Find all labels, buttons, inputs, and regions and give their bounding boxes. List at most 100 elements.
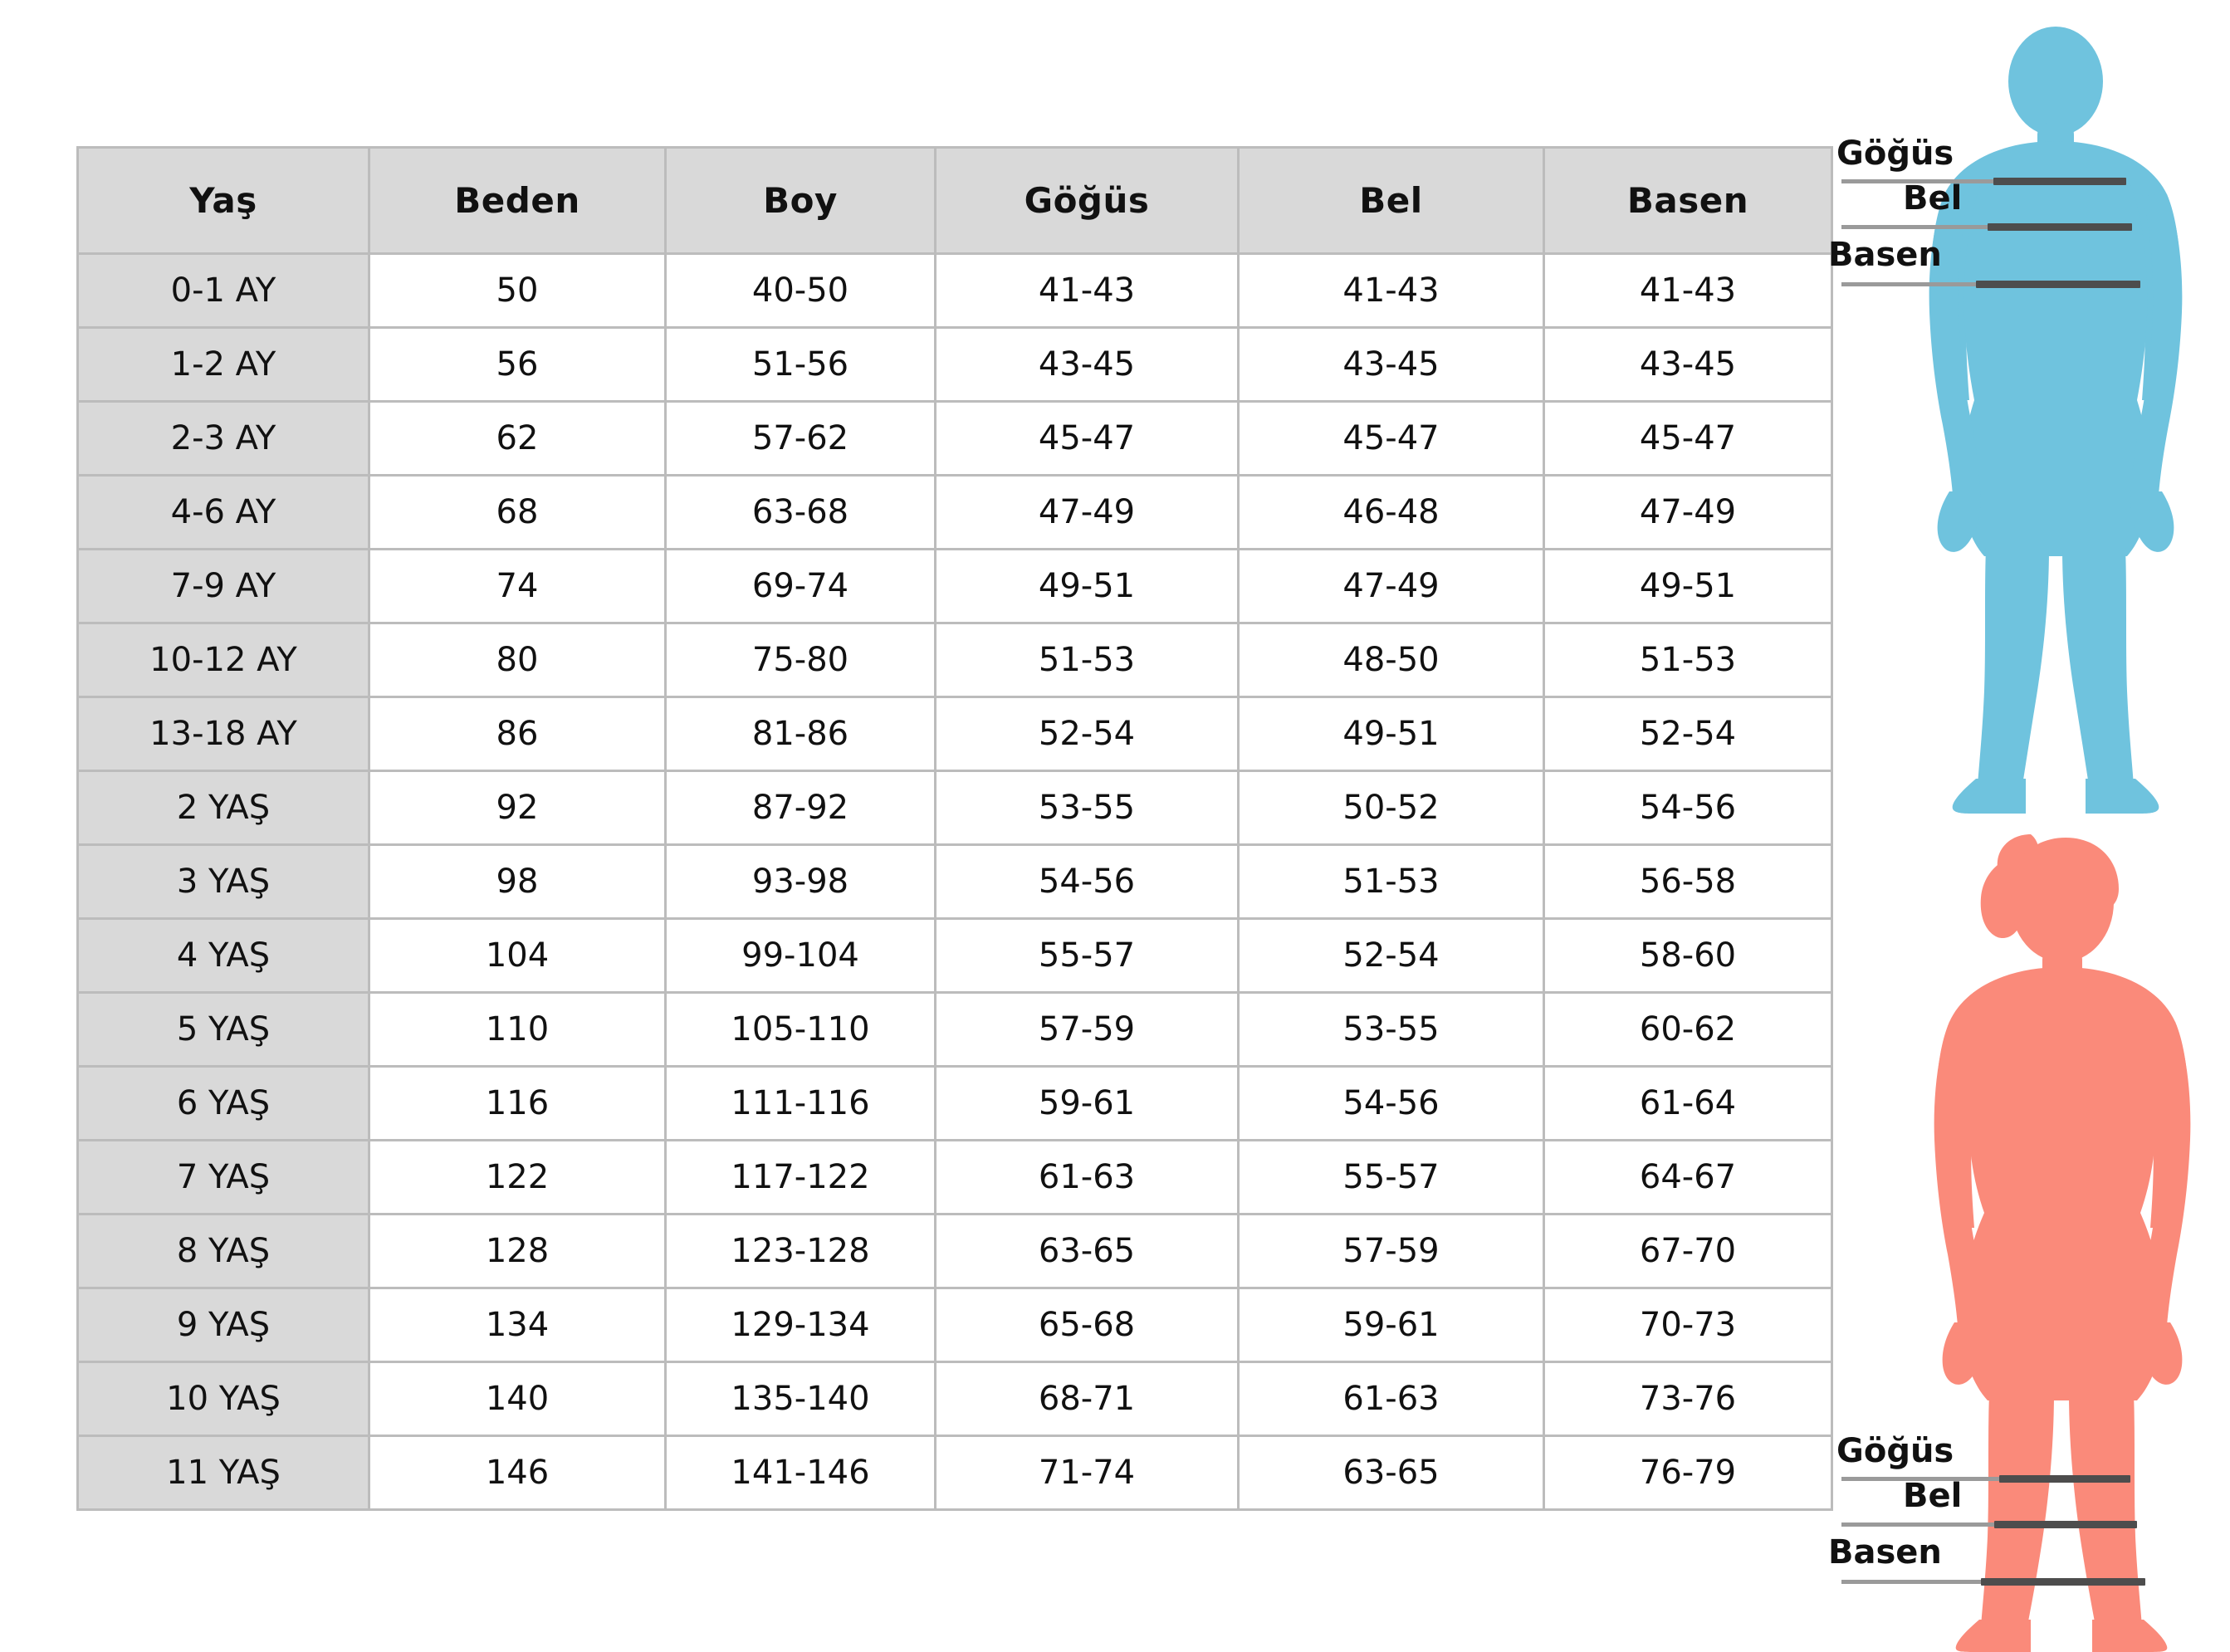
cell-bel: 47-49 [1237,548,1545,624]
cell-boy: 57-62 [664,400,937,477]
cell-bel: 43-45 [1237,326,1545,403]
label-gogus-pink: Göğüs [1836,1432,1954,1470]
cell-beden: 134 [368,1287,667,1363]
table-row: 10-12 AY 80 75-80 51-53 48-50 51-53 [76,622,1833,698]
cell-gogus: 47-49 [934,474,1240,550]
cell-bel: 50-52 [1237,770,1545,846]
child-silhouette-blue-graphic [1929,27,2183,814]
child-silhouette-blue: Göğüs Bel Basen [1823,17,2230,814]
label-basen-pink: Basen [1828,1533,1942,1571]
cell-gogus: 45-47 [934,400,1240,477]
cell-basen: 52-54 [1543,696,1833,772]
cell-bel: 55-57 [1237,1139,1545,1215]
cell-beden: 80 [368,622,667,698]
cell-boy: 93-98 [664,843,937,920]
cell-basen: 60-62 [1543,991,1833,1068]
column-header-basen: Basen [1543,146,1833,255]
cell-yas: 10-12 AY [76,622,370,698]
cell-bel: 61-63 [1237,1361,1545,1437]
cell-bel: 54-56 [1237,1065,1545,1141]
table-body: 0-1 AY 50 40-50 41-43 41-43 41-43 1-2 AY 56 51-5… [76,252,1833,1511]
table-row: 6 YAŞ 116 111-116 59-61 54-56 61-64 [76,1065,1833,1141]
label-bel-pink: Bel [1903,1477,1963,1515]
cell-boy: 129-134 [664,1287,937,1363]
cell-yas: 3 YAŞ [76,843,370,920]
leader-line-bel-pink [1841,1522,2112,1527]
measure-line-bel-pink [1994,1521,2137,1528]
cell-beden: 140 [368,1361,667,1437]
column-header-gogus: Göğüs [934,146,1240,255]
size-chart-table-container: Yaş Beden Boy Göğüs Bel Basen 0-1 AY 50 40… [76,146,1833,1511]
measure-line-gogus-blue [1993,178,2126,185]
table-header-row: Yaş Beden Boy Göğüs Bel Basen [76,146,1833,255]
child-silhouette-pink-graphic [1934,834,2191,1652]
cell-yas: 11 YAŞ [76,1435,370,1511]
leader-line-bel-blue [1841,225,2112,229]
column-header-boy: Boy [664,146,937,255]
cell-bel: 48-50 [1237,622,1545,698]
cell-basen: 64-67 [1543,1139,1833,1215]
cell-basen: 56-58 [1543,843,1833,920]
column-header-beden: Beden [368,146,667,255]
table-row: 7-9 AY 74 69-74 49-51 47-49 49-51 [76,548,1833,624]
table-row: 4 YAŞ 104 99-104 55-57 52-54 58-60 [76,917,1833,994]
cell-boy: 99-104 [664,917,937,994]
cell-yas: 7-9 AY [76,548,370,624]
cell-boy: 69-74 [664,548,937,624]
cell-gogus: 55-57 [934,917,1240,994]
cell-basen: 76-79 [1543,1435,1833,1511]
cell-beden: 122 [368,1139,667,1215]
cell-yas: 5 YAŞ [76,991,370,1068]
cell-boy: 123-128 [664,1213,937,1289]
cell-gogus: 61-63 [934,1139,1240,1215]
cell-beden: 110 [368,991,667,1068]
cell-gogus: 65-68 [934,1287,1240,1363]
cell-beden: 104 [368,917,667,994]
cell-boy: 81-86 [664,696,937,772]
cell-yas: 7 YAŞ [76,1139,370,1215]
cell-boy: 117-122 [664,1139,937,1215]
cell-basen: 47-49 [1543,474,1833,550]
table-row: 2 YAŞ 92 87-92 53-55 50-52 54-56 [76,770,1833,846]
cell-bel: 51-53 [1237,843,1545,920]
table-row: 4-6 AY 68 63-68 47-49 46-48 47-49 [76,474,1833,550]
table-row: 10 YAŞ 140 135-140 68-71 61-63 73-76 [76,1361,1833,1437]
table-row: 11 YAŞ 146 141-146 71-74 63-65 76-79 [76,1435,1833,1511]
label-gogus-blue: Göğüs [1836,134,1954,173]
cell-boy: 105-110 [664,991,937,1068]
cell-bel: 63-65 [1237,1435,1545,1511]
cell-basen: 54-56 [1543,770,1833,846]
cell-boy: 75-80 [664,622,937,698]
leader-line-basen-pink [1841,1580,2112,1584]
cell-beden: 68 [368,474,667,550]
label-basen-blue: Basen [1828,236,1942,274]
cell-bel: 41-43 [1237,252,1545,329]
child-silhouette-pink: Göğüs Bel Basen [1823,801,2230,1652]
table-row: 7 YAŞ 122 117-122 61-63 55-57 64-67 [76,1139,1833,1215]
cell-gogus: 57-59 [934,991,1240,1068]
cell-yas: 6 YAŞ [76,1065,370,1141]
cell-basen: 70-73 [1543,1287,1833,1363]
cell-gogus: 68-71 [934,1361,1240,1437]
cell-yas: 2 YAŞ [76,770,370,846]
measure-line-basen-blue [1976,281,2140,288]
cell-yas: 9 YAŞ [76,1287,370,1363]
leader-line-gogus-blue [1841,179,2112,183]
cell-basen: 58-60 [1543,917,1833,994]
cell-gogus: 59-61 [934,1065,1240,1141]
cell-gogus: 49-51 [934,548,1240,624]
cell-gogus: 52-54 [934,696,1240,772]
table-row: 5 YAŞ 110 105-110 57-59 53-55 60-62 [76,991,1833,1068]
cell-boy: 141-146 [664,1435,937,1511]
cell-basen: 51-53 [1543,622,1833,698]
measure-line-gogus-pink [1999,1475,2130,1483]
cell-basen: 45-47 [1543,400,1833,477]
cell-yas: 2-3 AY [76,400,370,477]
column-header-yas: Yaş [76,146,370,255]
cell-boy: 135-140 [664,1361,937,1437]
cell-gogus: 71-74 [934,1435,1240,1511]
cell-beden: 128 [368,1213,667,1289]
cell-gogus: 54-56 [934,843,1240,920]
cell-yas: 4 YAŞ [76,917,370,994]
cell-gogus: 41-43 [934,252,1240,329]
